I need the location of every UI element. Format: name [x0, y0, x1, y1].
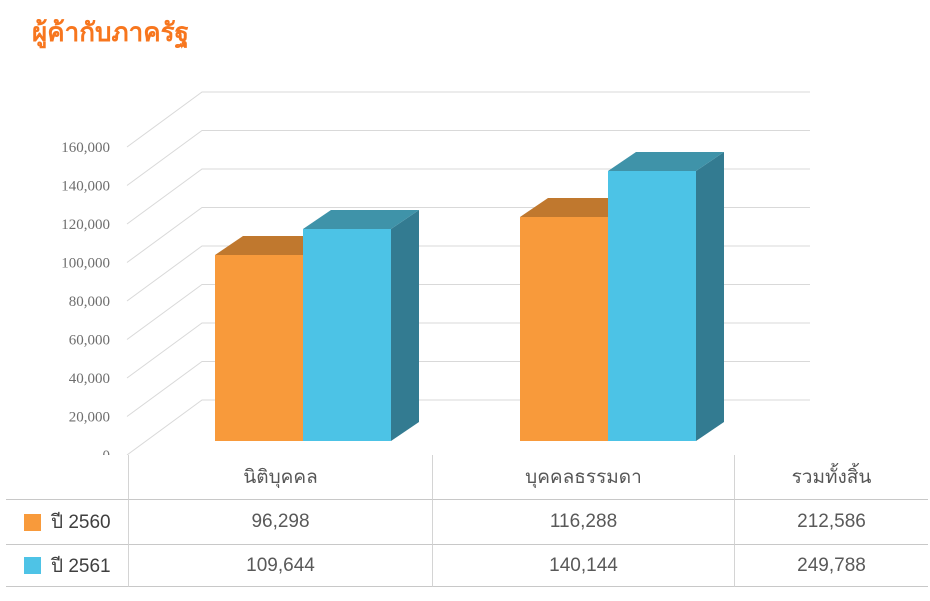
table-cell-2561-individual: 140,144: [432, 545, 734, 587]
table-cell-2560-total: 212,586: [734, 500, 928, 545]
bar-ปี2561-cat0: [303, 210, 419, 441]
legend-label-2560: ปี 2560: [51, 512, 111, 533]
table-corner-cell: [6, 455, 128, 500]
bar-top-face: [608, 152, 724, 171]
gridlines: [126, 91, 810, 455]
y-axis-tick-label: 100,000: [61, 256, 110, 272]
bar-top-face: [303, 210, 419, 229]
table-row-label-2561: ปี 2561: [6, 545, 128, 587]
bar-front-face: [608, 171, 696, 441]
gridline: [126, 130, 810, 186]
bar-ปี2561-cat1: [608, 152, 724, 441]
bar-top-face: [215, 236, 331, 255]
column-header-total: รวมทั้งสิ้น: [734, 455, 928, 500]
y-axis-tick-label: 80,000: [69, 294, 110, 310]
column-header-individual: บุคคลธรรมดา: [432, 455, 734, 500]
y-axis-tick-label: 140,000: [61, 179, 110, 195]
chart-title: ผู้ค้ากับภาครัฐ: [32, 17, 189, 47]
legend-swatch-2561: [24, 557, 41, 574]
bar-side-face: [391, 210, 419, 441]
y-axis-tick-label: 0: [103, 448, 111, 455]
bar-side-face: [696, 152, 724, 441]
gridline: [126, 91, 810, 148]
column-header-juristic: นิติบุคคล: [128, 455, 432, 500]
legend-label-2561: ปี 2561: [51, 555, 111, 577]
table-row-label-2560: ปี 2560: [6, 500, 128, 545]
bar-chart-3d: 0 20,000 40,000 60,000 80,000 100,000 120,000 1…: [61, 91, 810, 455]
table-cell-2560-juristic: 96,298: [128, 500, 432, 545]
y-axis-tick-label: 120,000: [61, 217, 110, 233]
y-axis-tick-label: 60,000: [69, 333, 110, 349]
table-cell-2561-total: 249,788: [734, 545, 928, 587]
gridline: [126, 168, 810, 225]
y-axis-tick-label: 40,000: [69, 371, 110, 387]
y-axis-tick-label: 20,000: [69, 410, 110, 426]
y-axis-labels: 0 20,000 40,000 60,000 80,000 100,000 120,000 1…: [61, 140, 110, 455]
chart-data-table: นิติบุคคล บุคคลธรรมดา รวมทั้งสิ้น ปี 256…: [6, 455, 928, 587]
table-cell-2560-individual: 116,288: [432, 500, 734, 545]
bar-front-face: [520, 217, 608, 441]
y-axis-tick-label: 160,000: [61, 140, 110, 156]
bar-front-face: [303, 229, 391, 441]
bar-front-face: [215, 255, 303, 441]
table-cell-2561-juristic: 109,644: [128, 545, 432, 587]
bar-top-face: [520, 198, 636, 217]
legend-swatch-2560: [24, 513, 41, 531]
